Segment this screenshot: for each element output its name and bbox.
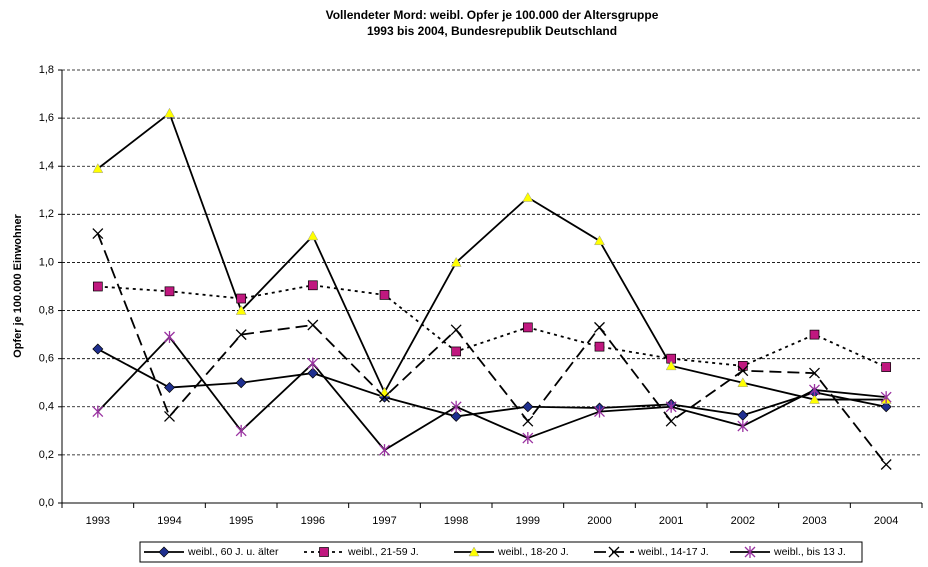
y-tick-label: 0,4 bbox=[39, 401, 54, 413]
marker bbox=[235, 305, 247, 315]
marker bbox=[809, 383, 820, 396]
marker bbox=[665, 415, 677, 427]
marker bbox=[451, 346, 462, 357]
marker bbox=[379, 290, 390, 300]
x-tick-label: 1999 bbox=[516, 515, 540, 527]
x-tick-label: 1997 bbox=[372, 515, 396, 527]
y-tick-label: 1,4 bbox=[39, 160, 54, 172]
series-line bbox=[97, 335, 887, 452]
marker bbox=[522, 401, 534, 413]
marker bbox=[92, 281, 103, 292]
marker bbox=[307, 367, 319, 379]
x-tick-label: 2002 bbox=[731, 515, 755, 527]
y-axis-title: Opfer je 100.000 Einwohner bbox=[12, 213, 24, 357]
marker bbox=[450, 324, 462, 336]
legend-label: weibl., 60 J. u. älter bbox=[187, 546, 279, 558]
marker bbox=[235, 329, 247, 341]
marker bbox=[594, 341, 605, 352]
marker bbox=[522, 322, 533, 333]
marker bbox=[737, 361, 748, 371]
marker bbox=[737, 377, 749, 387]
x-tick-label: 1995 bbox=[229, 515, 253, 527]
marker bbox=[744, 546, 756, 558]
marker bbox=[608, 546, 620, 558]
x-tick-label: 2000 bbox=[587, 515, 611, 527]
marker bbox=[164, 410, 175, 422]
marker bbox=[880, 459, 892, 470]
y-tick-label: 1,2 bbox=[39, 208, 54, 220]
series-line bbox=[97, 111, 887, 401]
marker bbox=[881, 362, 892, 372]
marker bbox=[92, 228, 104, 240]
marker bbox=[809, 329, 820, 340]
marker bbox=[164, 382, 175, 394]
y-tick-label: 0,2 bbox=[39, 449, 54, 461]
series-line bbox=[97, 348, 887, 418]
marker bbox=[319, 547, 329, 557]
marker bbox=[809, 394, 820, 404]
marker bbox=[880, 401, 892, 413]
legend-label: weibl., bis 13 J. bbox=[773, 546, 846, 558]
marker bbox=[307, 319, 319, 331]
y-tick-label: 1,6 bbox=[39, 112, 54, 124]
marker bbox=[809, 367, 820, 379]
x-tick-label: 1996 bbox=[301, 515, 325, 527]
marker bbox=[158, 546, 170, 558]
marker bbox=[379, 391, 390, 403]
marker bbox=[307, 280, 318, 291]
x-tick-label: 2001 bbox=[659, 515, 683, 527]
marker bbox=[522, 415, 534, 427]
marker bbox=[522, 432, 534, 445]
legend: weibl., 60 J. u. älter weibl., 21-59 J. we… bbox=[139, 541, 863, 563]
marker bbox=[468, 546, 480, 557]
series-line bbox=[97, 284, 887, 368]
marker bbox=[92, 405, 104, 418]
marker bbox=[665, 400, 677, 413]
chart-subtitle: 1993 bis 2004, Bundesrepublik Deutschlan… bbox=[367, 24, 617, 38]
marker bbox=[236, 293, 247, 304]
marker bbox=[594, 405, 605, 418]
x-tick-label: 1994 bbox=[157, 515, 181, 527]
marker bbox=[737, 409, 749, 421]
y-tick-label: 1,8 bbox=[39, 64, 54, 76]
x-tick-label: 2003 bbox=[802, 515, 826, 527]
marker bbox=[164, 107, 175, 118]
marker bbox=[450, 256, 462, 267]
x-tick-label: 1998 bbox=[444, 515, 468, 527]
marker bbox=[880, 391, 892, 404]
legend-label: weibl., 21-59 J. bbox=[347, 546, 419, 558]
marker bbox=[594, 235, 605, 246]
marker bbox=[164, 286, 175, 297]
marker bbox=[379, 444, 390, 457]
marker bbox=[737, 420, 749, 433]
marker bbox=[522, 191, 534, 202]
marker bbox=[307, 357, 319, 370]
marker bbox=[307, 230, 319, 241]
x-tick-label: 1993 bbox=[86, 515, 110, 527]
y-tick-label: 0,0 bbox=[39, 497, 54, 509]
y-tick-label: 0,6 bbox=[39, 353, 54, 365]
chart-title: Vollendeter Mord: weibl. Opfer je 100.00… bbox=[326, 8, 659, 22]
y-tick-label: 0,8 bbox=[39, 304, 54, 316]
marker bbox=[235, 377, 247, 389]
marker bbox=[594, 321, 605, 333]
marker bbox=[450, 410, 462, 422]
marker bbox=[92, 343, 104, 355]
marker bbox=[164, 331, 175, 344]
marker bbox=[450, 400, 462, 413]
series-line bbox=[96, 233, 887, 466]
marker bbox=[665, 360, 677, 371]
marker bbox=[379, 386, 390, 397]
y-tick-label: 1,0 bbox=[39, 256, 54, 268]
marker bbox=[235, 424, 247, 437]
marker bbox=[737, 365, 749, 377]
legend-box bbox=[139, 541, 863, 563]
legend-label: weibl., 14-17 J. bbox=[637, 546, 709, 558]
x-tick-label: 2004 bbox=[874, 515, 898, 527]
legend-label: weibl., 18-20 J. bbox=[497, 546, 569, 558]
marker bbox=[92, 163, 104, 173]
